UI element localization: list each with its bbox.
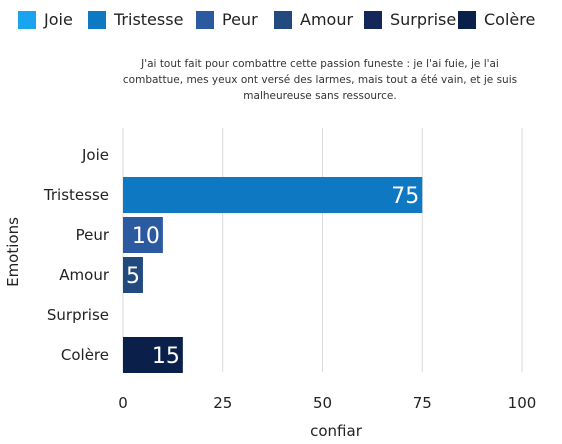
legend-label: Surprise: [390, 10, 457, 29]
legend-swatch: [364, 10, 382, 29]
category-label: Colère: [61, 346, 109, 364]
data-label: 5: [126, 264, 140, 289]
y-axis-title: Emotions: [4, 217, 22, 287]
category-label: Peur: [76, 226, 110, 244]
legend-label: Joie: [44, 10, 73, 29]
legend-swatch: [88, 10, 106, 29]
bar-amour: [123, 257, 143, 293]
legend-label: Tristesse: [114, 10, 184, 29]
x-tick-label: 75: [413, 394, 432, 412]
bar-tristesse: [123, 177, 423, 213]
legend-item-amour: Amour: [274, 10, 353, 29]
legend-item-colère: Colère: [458, 10, 535, 29]
x-axis-title: confiar: [310, 422, 363, 440]
category-label: Tristesse: [43, 186, 109, 204]
chart-subtitle-quote: J'ai tout fait pour combattre cette pass…: [122, 58, 518, 102]
x-tick-label: 0: [118, 394, 128, 412]
category-label: Joie: [81, 146, 109, 164]
data-label: 75: [391, 184, 419, 209]
legend-label: Colère: [484, 10, 536, 29]
legend-swatch: [196, 10, 214, 29]
legend-item-surprise: Surprise: [364, 10, 456, 29]
legend-label: Peur: [222, 10, 258, 29]
legend-swatch: [274, 10, 292, 29]
data-label: 10: [132, 224, 160, 249]
legend-item-tristesse: Tristesse: [88, 10, 183, 29]
legend-item-joie: Joie: [18, 10, 73, 29]
category-label: Surprise: [47, 306, 109, 324]
data-label: 15: [152, 344, 180, 369]
x-tick-label: 25: [213, 394, 232, 412]
category-label: Amour: [59, 266, 110, 284]
x-tick-label: 50: [313, 394, 332, 412]
legend-swatch: [18, 10, 36, 29]
legend-label: Amour: [300, 10, 354, 29]
bar-peur: [123, 217, 163, 253]
x-tick-label: 100: [508, 394, 537, 412]
bar-colère: [123, 337, 183, 373]
legend: Joie Tristesse Peur Amour Surprise Colère: [0, 10, 562, 38]
legend-item-peur: Peur: [196, 10, 258, 29]
legend-swatch: [458, 10, 476, 29]
